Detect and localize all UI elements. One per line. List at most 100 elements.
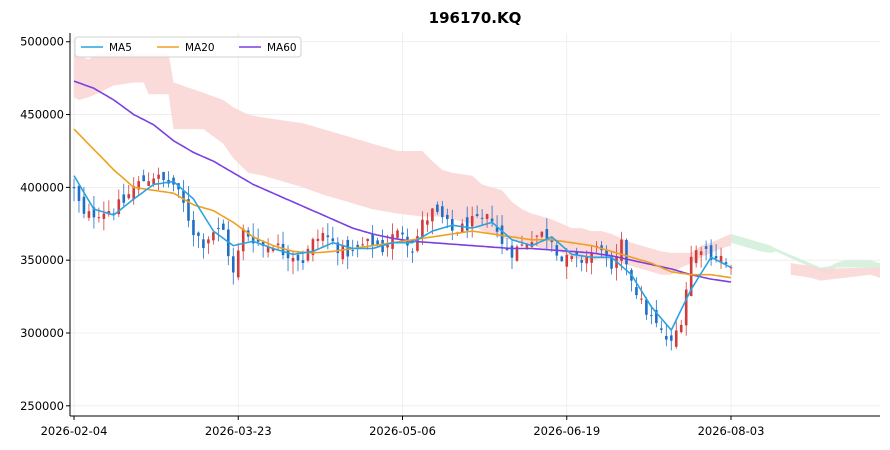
candle	[346, 236, 350, 269]
candle-body	[321, 232, 325, 241]
candle-body	[416, 236, 419, 251]
candle-body	[157, 174, 160, 179]
candle-body	[625, 239, 628, 265]
candle-body	[207, 239, 210, 244]
candle-body	[286, 250, 290, 259]
candle	[729, 264, 733, 275]
candle	[650, 305, 653, 325]
candle-body	[202, 239, 205, 249]
candle	[87, 203, 91, 221]
candle	[222, 219, 225, 230]
candle-body	[132, 186, 136, 200]
candle	[441, 200, 444, 224]
candle	[664, 323, 668, 347]
candle	[321, 227, 325, 247]
candle	[515, 244, 519, 262]
candle	[635, 277, 638, 300]
candle-body	[92, 207, 96, 218]
candle-body	[635, 287, 638, 296]
candle	[102, 201, 106, 231]
candle-body	[620, 239, 623, 261]
y-tick-label: 400000	[20, 180, 64, 194]
candle	[311, 237, 315, 262]
candle-body	[87, 211, 91, 218]
candle-body	[640, 298, 643, 300]
y-tick-label: 500000	[20, 35, 64, 49]
candle	[266, 238, 270, 258]
candle	[475, 205, 479, 218]
candle-body	[231, 256, 235, 273]
candle	[719, 247, 723, 269]
candlesticks	[72, 167, 733, 351]
candle-body	[122, 194, 126, 203]
candle	[92, 195, 96, 229]
candle	[162, 171, 165, 188]
candle	[231, 247, 235, 285]
candle	[426, 212, 429, 232]
candle	[709, 239, 713, 266]
candle	[271, 246, 275, 253]
candle	[371, 224, 374, 258]
candle-body	[664, 335, 668, 340]
candle-body	[386, 245, 389, 248]
candle-body	[371, 234, 374, 246]
candle-body	[575, 252, 579, 255]
candle-body	[222, 223, 225, 230]
candle	[560, 255, 564, 262]
candle	[724, 257, 728, 268]
candle	[331, 226, 335, 245]
candle-body	[475, 214, 479, 216]
candle-body	[241, 228, 245, 252]
candle-body	[445, 214, 449, 220]
candle-body	[187, 199, 190, 221]
candle	[704, 240, 708, 261]
candle	[411, 248, 414, 263]
candle	[212, 232, 215, 245]
candle-body	[560, 256, 564, 262]
legend-box	[74, 36, 302, 58]
candle-body	[669, 335, 673, 341]
candle	[470, 206, 474, 238]
candle	[485, 213, 489, 228]
candle	[301, 250, 305, 270]
candle-body	[306, 248, 310, 261]
candle	[261, 240, 265, 258]
candle	[431, 207, 434, 235]
candle	[585, 250, 588, 272]
candle	[699, 246, 703, 268]
candle-body	[72, 187, 76, 189]
candle-body	[436, 204, 439, 212]
candle-body	[251, 236, 255, 244]
candle	[605, 245, 608, 267]
candle	[565, 248, 569, 279]
chart-title: 196170.KQ	[429, 9, 522, 27]
candle	[72, 178, 76, 202]
candle-body	[694, 250, 698, 264]
legend-label-ma60: MA60	[267, 42, 297, 54]
candle	[341, 239, 345, 265]
candle-body	[525, 244, 529, 248]
y-tick-label: 250000	[20, 399, 64, 413]
candle	[679, 319, 683, 334]
candle	[674, 318, 678, 349]
candle	[660, 320, 663, 334]
candle-body	[580, 260, 583, 263]
y-tick-label: 300000	[20, 326, 64, 340]
candle-body	[724, 262, 728, 264]
candle	[137, 176, 141, 195]
candle	[361, 236, 364, 247]
candle	[620, 231, 623, 271]
candle-body	[540, 231, 544, 237]
candle-body	[660, 328, 663, 330]
candle	[281, 231, 285, 260]
x-tick-label: 2026-05-06	[369, 424, 436, 438]
candle-body	[515, 246, 519, 261]
x-tick-label: 2026-03-23	[205, 424, 272, 438]
candle-body	[610, 256, 613, 269]
candle-body	[699, 251, 703, 255]
candle-body	[421, 219, 424, 237]
candle-body	[480, 217, 484, 219]
candle	[217, 217, 220, 242]
candle-body	[709, 245, 713, 260]
